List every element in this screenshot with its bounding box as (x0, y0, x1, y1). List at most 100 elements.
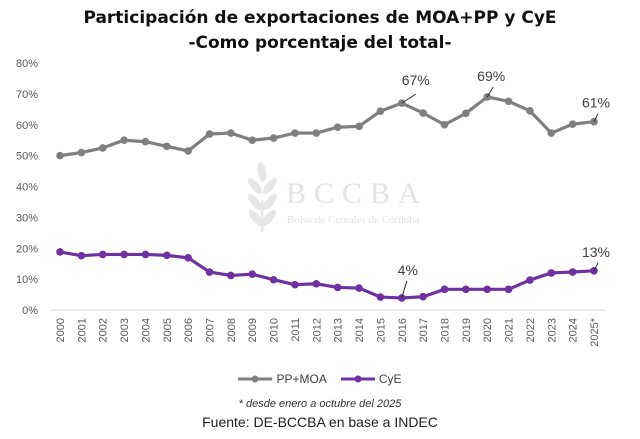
source-note: Fuente: DE-BCCBA en base a INDEC (202, 414, 438, 430)
data-point[interactable] (184, 147, 192, 155)
data-point[interactable] (77, 251, 86, 260)
watermark-logo: BCCBA Bolsa de Cereales de Córdoba (247, 162, 428, 232)
chart-subtitle: -Como porcentaje del total- (188, 33, 452, 53)
data-label: 67% (402, 72, 430, 88)
x-tick-label: 2007 (205, 318, 217, 342)
data-point[interactable] (568, 268, 577, 276)
annotation-leader (593, 262, 599, 272)
x-tick-label: 2022 (525, 318, 537, 342)
x-tick-label: 2018 (439, 318, 451, 342)
data-point[interactable] (440, 285, 449, 294)
y-tick-label: 40% (16, 182, 38, 194)
data-point[interactable] (120, 250, 128, 259)
y-tick-label: 50% (16, 151, 38, 163)
x-tick-label: 2006 (183, 318, 195, 342)
data-point[interactable] (526, 107, 534, 115)
data-point[interactable] (462, 285, 470, 294)
x-tick-label: 2021 (504, 318, 516, 342)
x-tick-label: 2013 (333, 318, 345, 342)
legend-label-cye: CyE (378, 372, 402, 386)
x-tick-label: 2002 (98, 318, 110, 342)
data-point[interactable] (77, 148, 86, 157)
x-tick-label: 2025* (589, 317, 601, 346)
data-point[interactable] (205, 130, 214, 138)
data-point[interactable] (227, 271, 235, 280)
data-point[interactable] (56, 151, 64, 160)
legend-item-pp-moa[interactable]: PP+MOA (238, 372, 327, 386)
data-point[interactable] (504, 285, 513, 294)
data-point[interactable] (227, 129, 235, 137)
data-point[interactable] (98, 144, 107, 152)
y-tick-label: 30% (16, 212, 38, 224)
x-tick-label: 2016 (397, 318, 409, 342)
data-point[interactable] (355, 122, 363, 131)
data-label: 69% (477, 68, 505, 84)
data-point[interactable] (440, 120, 449, 129)
data-point[interactable] (248, 270, 257, 278)
data-point[interactable] (462, 109, 470, 118)
data-label: 4% (398, 262, 418, 278)
data-point[interactable] (547, 269, 556, 277)
data-point[interactable] (376, 293, 385, 301)
data-point[interactable] (98, 250, 107, 259)
annotation-leader (486, 86, 494, 98)
y-tick-label: 70% (16, 89, 38, 101)
annotation-leader (593, 113, 599, 122)
data-point[interactable] (269, 275, 278, 284)
annotation-leader (401, 93, 417, 104)
series-line (59, 250, 595, 300)
data-point[interactable] (291, 280, 299, 289)
data-point[interactable] (483, 285, 492, 294)
x-tick-label: 2024 (568, 318, 580, 342)
x-tick-label: 2020 (482, 318, 494, 342)
x-tick-label: 2019 (461, 318, 473, 342)
data-point[interactable] (248, 136, 257, 144)
data-point[interactable] (355, 284, 363, 292)
series-cye (56, 248, 598, 302)
legend-item-cye[interactable]: CyE (340, 372, 402, 386)
x-tick-label: 2012 (311, 318, 323, 342)
data-point[interactable] (120, 136, 128, 144)
data-point[interactable] (163, 251, 171, 260)
x-tick-label: 2001 (76, 318, 88, 342)
data-label: 13% (582, 244, 610, 260)
data-point[interactable] (419, 109, 427, 117)
data-point[interactable] (56, 248, 64, 256)
legend-marker-cye (340, 375, 375, 383)
x-tick-label: 2004 (140, 318, 152, 342)
data-point[interactable] (547, 129, 556, 137)
data-point[interactable] (291, 129, 299, 137)
y-tick-label: 0% (22, 305, 38, 317)
x-tick-label: 2009 (247, 318, 259, 342)
data-point[interactable] (141, 250, 150, 259)
wheat-icon (247, 162, 278, 232)
y-tick-label: 20% (16, 243, 38, 255)
data-point[interactable] (376, 107, 385, 115)
x-tick-label: 2017 (418, 318, 430, 342)
data-point[interactable] (526, 276, 534, 284)
legend-marker-pp-moa (238, 375, 273, 383)
data-point[interactable] (184, 254, 192, 262)
y-tick-label: 10% (16, 274, 38, 286)
data-point[interactable] (163, 142, 171, 151)
data-point[interactable] (504, 97, 513, 106)
data-point[interactable] (419, 292, 427, 301)
data-point[interactable] (205, 268, 214, 276)
watermark-subtitle: Bolsa de Cereales de Córdoba (287, 214, 420, 226)
data-point[interactable] (312, 279, 321, 288)
chart-title: Participación de exportaciones de MOA+PP… (83, 8, 557, 28)
y-tick-label: 60% (16, 120, 38, 132)
data-point[interactable] (269, 134, 278, 142)
x-tick-label: 2008 (226, 318, 238, 342)
data-point[interactable] (568, 120, 577, 128)
x-tick-label: 2014 (354, 318, 366, 342)
data-point[interactable] (333, 283, 342, 292)
data-point[interactable] (312, 129, 321, 137)
watermark-name: BCCBA (286, 177, 428, 210)
data-point[interactable] (333, 123, 342, 132)
y-tick-label: 80% (16, 58, 38, 70)
series-pp-moa (56, 93, 598, 160)
x-tick-label: 2011 (290, 318, 302, 342)
data-point[interactable] (141, 137, 150, 146)
